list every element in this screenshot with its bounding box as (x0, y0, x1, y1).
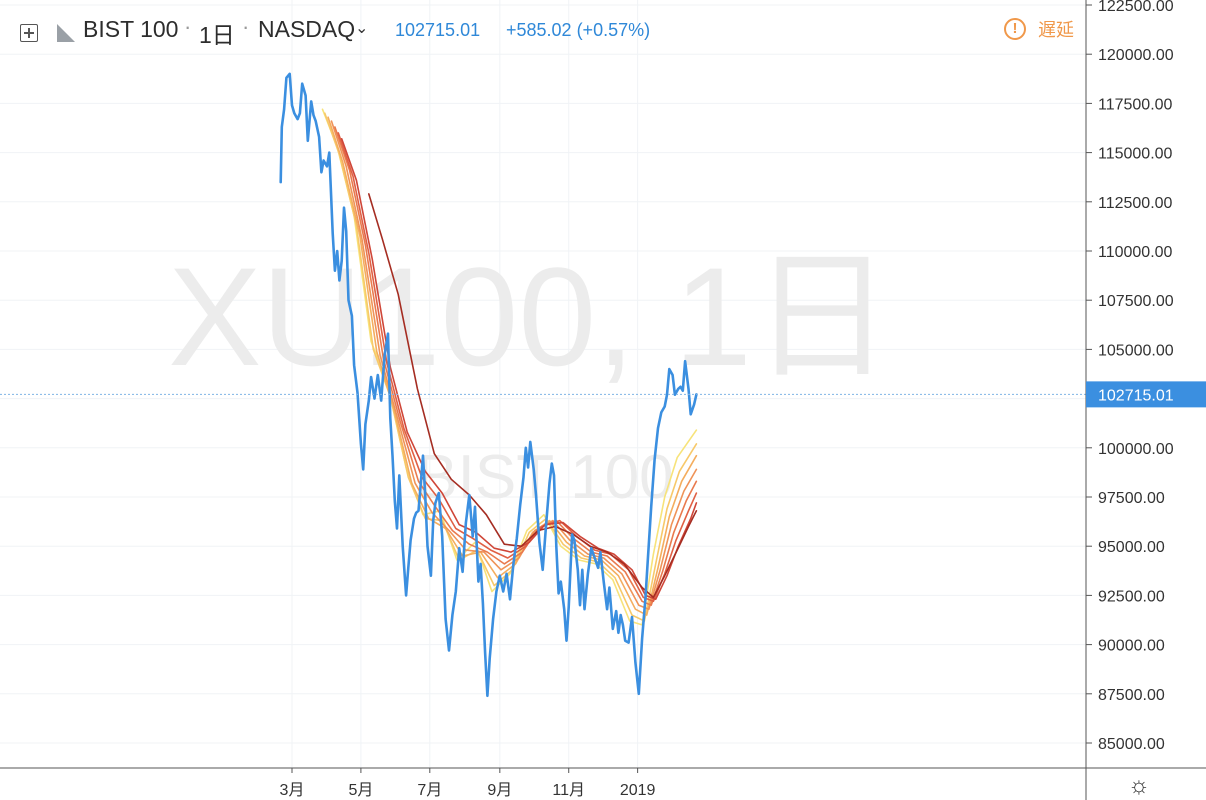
grid (0, 0, 1086, 768)
y-tick-label: 90000.00 (1098, 638, 1165, 655)
watermark-sub: BIST 100 (416, 443, 673, 512)
last-price-label-group: 102715.01 (1086, 381, 1206, 408)
separator-dot: · (184, 14, 192, 39)
price-line (279, 72, 698, 698)
y-tick-label: 92500.00 (1098, 588, 1165, 605)
y-tick-label: 105000.00 (1098, 342, 1174, 359)
y-tick-label: 97500.00 (1098, 490, 1165, 507)
y-tick-label: 120000.00 (1098, 47, 1174, 64)
last-price-label: 102715.01 (1098, 387, 1174, 404)
y-tick-label: 112500.00 (1098, 195, 1173, 212)
add-symbol-icon[interactable] (20, 24, 38, 42)
flag-icon[interactable] (57, 24, 75, 42)
symbol-name[interactable]: BIST 100 (83, 16, 179, 42)
gear-icon[interactable]: ☼ (1128, 772, 1150, 799)
interval[interactable]: 1日 (199, 22, 235, 48)
x-tick-label: 11月 (552, 782, 585, 799)
last-price-badge (1086, 381, 1206, 408)
x-tick-label: 5月 (348, 782, 373, 799)
x-tick-label: 7月 (417, 782, 442, 799)
y-tick-label: 122500.00 (1098, 0, 1174, 15)
y-tick-label: 87500.00 (1098, 687, 1165, 704)
x-tick-label: 3月 (280, 782, 305, 799)
x-axis: 3月 5月 7月 9月 11月 2019 (0, 767, 1206, 799)
last-price: 102715.01 (395, 20, 481, 40)
chevron-down-icon[interactable]: ⌄ (355, 20, 369, 37)
watermark-main: XU100, 1日 (168, 238, 892, 395)
warning-icon[interactable]: ! (1004, 18, 1026, 40)
series-group (279, 72, 698, 698)
y-tick-label: 85000.00 (1098, 736, 1165, 753)
watermark: XU100, 1日 BIST 100 (168, 238, 892, 512)
x-tick-label: 2019 (620, 782, 656, 799)
y-tick-label: 95000.00 (1098, 539, 1165, 556)
exchange[interactable]: NASDAQ (258, 16, 356, 42)
separator-dot: · (242, 14, 250, 39)
x-tick-label: 9月 (487, 782, 512, 799)
y-tick-label: 110000.00 (1098, 244, 1173, 261)
y-tick-label: 117500.00 (1098, 96, 1173, 113)
y-axis: 85000.00 87500.00 90000.00 92500.00 95000.00… (1085, 0, 1174, 800)
delayed-label[interactable]: 遅延 (1038, 20, 1074, 40)
y-tick-label: 107500.00 (1098, 293, 1174, 310)
ema-line-6 (340, 138, 698, 601)
price-change: +585.02 (+0.57%) (506, 20, 651, 40)
y-tick-label: 100000.00 (1098, 441, 1174, 458)
chart-header: BIST 100 · 1日 · NASDAQ ⌄ 102715.01 +585.… (0, 0, 1086, 60)
y-tick-label: 115000.00 (1098, 146, 1173, 163)
